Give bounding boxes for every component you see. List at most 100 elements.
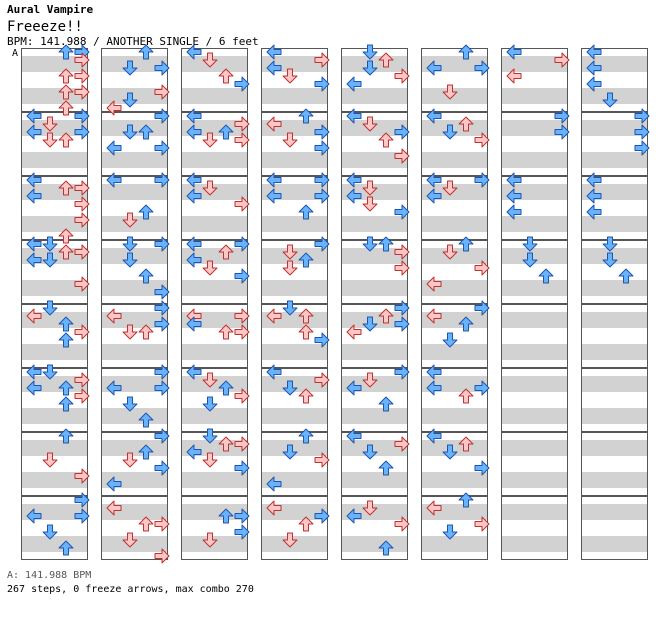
left-arrow-icon — [426, 364, 442, 380]
down-arrow-icon — [122, 252, 138, 268]
stripe — [261, 144, 328, 152]
measure-box — [501, 48, 568, 112]
right-arrow-icon — [314, 452, 330, 468]
stripe — [21, 464, 88, 472]
stripe — [261, 240, 328, 248]
stripe — [501, 80, 568, 88]
down-arrow-icon — [362, 444, 378, 460]
up-arrow-icon — [218, 436, 234, 452]
stripe — [341, 408, 408, 416]
measure-box — [581, 432, 648, 496]
stripe — [181, 120, 248, 128]
down-arrow-icon — [362, 316, 378, 332]
stripe — [101, 352, 168, 360]
stripe — [501, 448, 568, 456]
stripe — [101, 112, 168, 120]
stripe — [21, 296, 88, 304]
left-arrow-icon — [346, 188, 362, 204]
stripe — [341, 280, 408, 288]
left-arrow-icon — [266, 44, 282, 60]
stripe — [21, 48, 88, 56]
measure-box — [581, 240, 648, 304]
stripe — [421, 440, 488, 448]
right-arrow-icon — [154, 364, 170, 380]
stripe — [581, 528, 648, 536]
stripe — [341, 536, 408, 544]
stripe — [341, 264, 408, 272]
up-arrow-icon — [298, 204, 314, 220]
down-arrow-icon — [442, 244, 458, 260]
stripe — [181, 200, 248, 208]
up-arrow-icon — [58, 332, 74, 348]
measure-box — [21, 240, 88, 304]
stripe — [501, 264, 568, 272]
left-arrow-icon — [426, 308, 442, 324]
measure-box — [421, 176, 488, 240]
stripe — [261, 256, 328, 264]
stripe — [421, 48, 488, 56]
stripe — [21, 496, 88, 504]
measure-box — [181, 496, 248, 560]
left-arrow-icon — [426, 276, 442, 292]
up-arrow-icon — [138, 324, 154, 340]
down-arrow-icon — [602, 92, 618, 108]
right-arrow-icon — [234, 508, 250, 524]
stripe — [101, 272, 168, 280]
right-arrow-icon — [634, 108, 650, 124]
stripe — [261, 544, 328, 552]
stripe — [341, 496, 408, 504]
right-arrow-icon — [474, 132, 490, 148]
right-arrow-icon — [314, 140, 330, 156]
measure-box — [421, 496, 488, 560]
stripe — [341, 152, 408, 160]
up-arrow-icon — [138, 204, 154, 220]
left-arrow-icon — [186, 124, 202, 140]
measure-box — [421, 240, 488, 304]
measure-box — [181, 176, 248, 240]
right-arrow-icon — [74, 372, 90, 388]
measure-box — [21, 112, 88, 176]
stripe — [581, 192, 648, 200]
stripe — [181, 240, 248, 248]
up-arrow-icon — [218, 124, 234, 140]
stripe — [501, 392, 568, 400]
stripe — [21, 336, 88, 344]
stripe — [341, 88, 408, 96]
stripe — [341, 112, 408, 120]
up-arrow-icon — [58, 380, 74, 396]
stripe — [261, 184, 328, 192]
left-arrow-icon — [26, 172, 42, 188]
stripe — [101, 528, 168, 536]
stripe — [421, 472, 488, 480]
up-arrow-icon — [298, 308, 314, 324]
stripe — [341, 96, 408, 104]
stripe — [181, 224, 248, 232]
stripe — [261, 200, 328, 208]
down-arrow-icon — [362, 236, 378, 252]
stripe — [581, 520, 648, 528]
right-arrow-icon — [234, 196, 250, 212]
right-arrow-icon — [234, 76, 250, 92]
up-arrow-icon — [138, 124, 154, 140]
stripe — [501, 88, 568, 96]
stripe — [421, 272, 488, 280]
stripe — [421, 96, 488, 104]
right-arrow-icon — [154, 284, 170, 300]
stripe — [501, 472, 568, 480]
stripe — [581, 112, 648, 120]
stripe — [421, 304, 488, 312]
stripe — [341, 416, 408, 424]
stripe — [581, 248, 648, 256]
stripe — [181, 312, 248, 320]
stripe — [421, 392, 488, 400]
stripe — [21, 192, 88, 200]
stripe — [421, 152, 488, 160]
right-arrow-icon — [74, 468, 90, 484]
stripe — [341, 160, 408, 168]
measure-box — [21, 48, 88, 112]
stripe — [421, 384, 488, 392]
stripe — [581, 496, 648, 504]
left-arrow-icon — [586, 204, 602, 220]
left-arrow-icon — [346, 172, 362, 188]
stripe — [421, 456, 488, 464]
